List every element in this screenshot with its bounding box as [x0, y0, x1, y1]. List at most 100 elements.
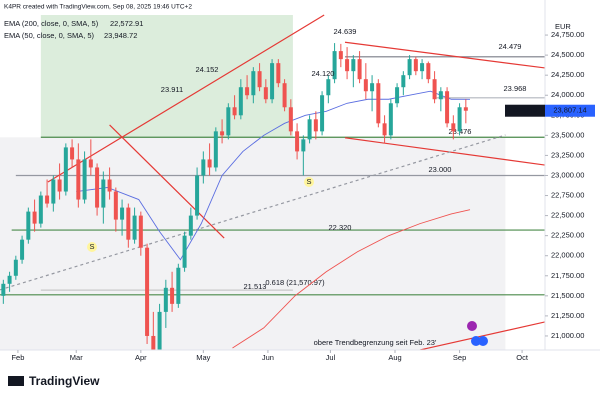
level-label: 24.479 — [499, 42, 522, 51]
annotation: S — [306, 177, 311, 186]
trendline — [344, 41, 545, 69]
candle-body — [70, 147, 75, 160]
candle-body — [1, 283, 6, 296]
price-tag — [545, 104, 595, 117]
candle-body — [432, 79, 437, 100]
candle-body — [51, 179, 56, 204]
candle-body — [132, 215, 137, 240]
trendline — [419, 321, 545, 350]
y-tick-label: 21,750.00 — [551, 271, 584, 280]
candle-body — [320, 95, 325, 132]
candle-body — [232, 107, 237, 116]
x-tick-label: Mar — [70, 353, 83, 362]
y-tick-label: 24,750.00 — [551, 30, 584, 39]
credit: K4PR created with TradingView.com, Sep 0… — [4, 4, 192, 11]
last-price-label: 23,807.14 — [553, 106, 586, 115]
legend-entry: EMA (50, close, 0, SMA, 5) — [4, 31, 95, 40]
annotation: S — [89, 242, 94, 251]
candle-body — [345, 59, 350, 72]
candle-body — [213, 131, 218, 168]
candle-body — [82, 159, 87, 200]
candle-body — [282, 83, 287, 108]
candle-body — [426, 63, 431, 80]
currency: EUR — [555, 22, 571, 31]
y-tick-label: 23,250.00 — [551, 150, 584, 159]
candle-body — [57, 179, 62, 192]
x-tick-label: Feb — [11, 353, 24, 362]
event-icon[interactable] — [471, 336, 481, 346]
y-tick-label: 21,500.00 — [551, 291, 584, 300]
level-label: 23.968 — [504, 84, 527, 93]
candle-body — [32, 211, 37, 224]
event-icon[interactable] — [478, 336, 488, 346]
candle-body — [357, 59, 362, 80]
candle-body — [351, 59, 356, 72]
level-label: 23.000 — [429, 165, 452, 174]
candle-body — [382, 123, 387, 136]
candle-body — [420, 63, 425, 72]
candle-body — [445, 91, 450, 124]
annotation: 24.152 — [196, 65, 219, 74]
candle-body — [370, 83, 375, 92]
candle-body — [438, 91, 443, 100]
signal-badge — [87, 242, 97, 252]
ema-line — [76, 90, 471, 261]
x-tick-label: May — [196, 353, 210, 362]
level-label: 21.513 — [244, 282, 267, 291]
candle-body — [157, 311, 162, 350]
symbol-label: DEU40 — [513, 106, 537, 115]
candle-body — [332, 51, 337, 80]
candle-body — [395, 87, 400, 104]
candle-body — [388, 103, 393, 136]
level-label: 22.320 — [329, 223, 352, 232]
candle-body — [363, 79, 368, 92]
annotation: 24.639 — [334, 27, 357, 36]
candle-body — [13, 259, 18, 276]
candle-body — [451, 123, 456, 132]
candle-body — [288, 107, 293, 132]
plot-area: 24.47923.96823.47623.00022.32021.5130.61… — [0, 14, 545, 350]
candle-body — [245, 87, 250, 96]
candle-body — [176, 267, 181, 304]
y-tick-label: 24,500.00 — [551, 50, 584, 59]
candle-body — [151, 335, 156, 350]
candle-body — [63, 147, 68, 192]
candle-body — [163, 287, 168, 312]
x-tick-label: Oct — [516, 353, 529, 362]
candle-body — [20, 239, 25, 260]
logo-icon — [8, 376, 24, 386]
candle-body — [338, 51, 343, 60]
candle-body — [301, 139, 306, 152]
candle-body — [307, 119, 312, 140]
x-tick-label: Jun — [262, 353, 274, 362]
candle-body — [113, 191, 118, 220]
candle-body — [88, 159, 93, 168]
x-tick-label: Jul — [326, 353, 336, 362]
zone — [40, 15, 293, 138]
candle-body — [238, 87, 243, 116]
legend-value: 23,948.72 — [104, 31, 137, 40]
candle-body — [313, 119, 318, 132]
candle-body — [182, 235, 187, 268]
candle-body — [413, 59, 418, 72]
candle-body — [195, 175, 200, 216]
y-tick-label: 24,250.00 — [551, 70, 584, 79]
candle-body — [201, 159, 206, 176]
candle-body — [126, 207, 131, 240]
event-icon[interactable] — [467, 321, 477, 331]
y-tick-label: 21,250.00 — [551, 311, 584, 320]
candle-body — [407, 59, 412, 76]
y-tick-label: 24,000.00 — [551, 90, 584, 99]
ema-line — [232, 209, 471, 349]
trendline — [109, 124, 225, 239]
candle-body — [270, 63, 275, 100]
candle-body — [376, 83, 381, 124]
y-tick-label: 23,500.00 — [551, 130, 584, 139]
candle-body — [226, 107, 231, 136]
candle-body — [188, 215, 193, 236]
y-tick-label: 22,000.00 — [551, 251, 584, 260]
candle-body — [401, 75, 406, 88]
y-tick-label: 22,750.00 — [551, 191, 584, 200]
candle-body — [38, 195, 43, 224]
candle-body — [145, 247, 150, 336]
